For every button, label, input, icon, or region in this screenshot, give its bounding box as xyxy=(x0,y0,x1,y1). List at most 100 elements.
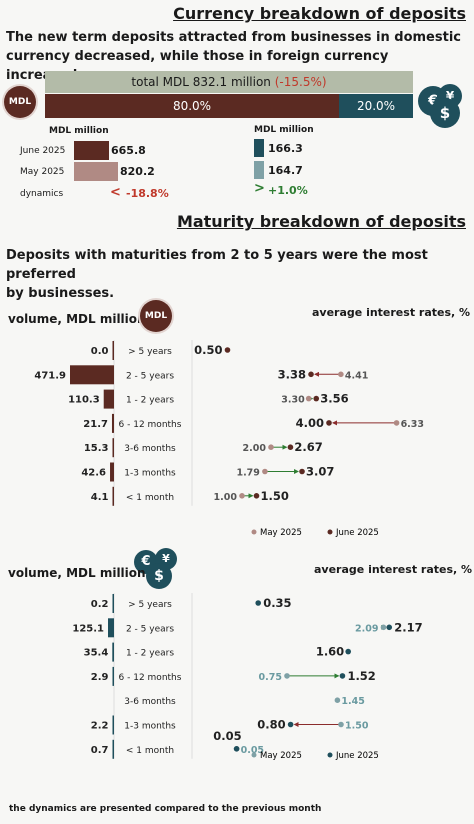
category-label: 1-3 months xyxy=(124,722,176,732)
june-label: 2.67 xyxy=(294,440,322,454)
may-point xyxy=(262,468,268,475)
volume-label: 4.1 xyxy=(91,492,109,503)
june-label: 3.07 xyxy=(306,465,334,479)
volume-label: 15.3 xyxy=(84,443,109,454)
dollar-coin-icon: $ xyxy=(146,563,172,589)
june-point xyxy=(287,721,294,728)
maturity-chart-fx: > 5 years 0.2 0.35 2 - 5 years 125.1 2.09 2.17… xyxy=(72,593,423,761)
row-label-june: June 2025 xyxy=(20,146,66,156)
may-label: 1.50 xyxy=(345,721,369,732)
mdl-dynamics: -18.8% xyxy=(126,187,169,200)
volume-bar xyxy=(112,666,114,686)
may-label: 1.79 xyxy=(236,468,259,479)
june-point xyxy=(224,347,231,353)
may-label: 4.41 xyxy=(345,370,368,381)
volume-label: 2.2 xyxy=(91,721,109,732)
legend-may-label: May 2025 xyxy=(260,528,302,538)
june-label: 1.60 xyxy=(316,645,344,659)
dollar-coin-icon: $ xyxy=(430,98,460,128)
category-label: 2 - 5 years xyxy=(126,371,174,381)
may-point xyxy=(284,673,290,679)
june-point xyxy=(287,444,294,450)
june-label: 3.38 xyxy=(278,367,306,381)
june-label: 2.17 xyxy=(394,620,422,634)
volume-bar xyxy=(112,341,114,360)
june-label: 0.05 xyxy=(213,729,241,743)
mdl-coin-icon: MDL xyxy=(140,300,172,332)
may-point xyxy=(268,444,274,450)
legend-june-marker xyxy=(327,529,333,535)
volume-bar xyxy=(112,642,114,662)
share-bar-mdl: 80.0% xyxy=(45,94,339,118)
total-change: (-15.5%) xyxy=(274,75,327,89)
fx-value-may: 164.7 xyxy=(268,164,303,177)
volume-bar xyxy=(112,486,114,506)
mdl-value-may: 820.2 xyxy=(120,165,155,178)
june-label: 4.00 xyxy=(296,416,324,430)
june-label: 1.52 xyxy=(347,669,375,683)
fx-bar-may xyxy=(254,161,264,179)
legend-may-marker xyxy=(251,529,257,535)
june-label: 0.35 xyxy=(263,596,291,610)
may-point xyxy=(239,493,245,499)
category-label: 2 - 5 years xyxy=(126,624,174,634)
category-label: 3-6 months xyxy=(124,697,176,707)
category-label: > 5 years xyxy=(128,347,172,357)
june-point xyxy=(326,420,332,426)
legend-june-label: June 2025 xyxy=(335,751,379,761)
mdl-bar-june xyxy=(74,141,109,160)
volume-label: 35.4 xyxy=(84,648,109,659)
category-label: 1-3 months xyxy=(124,469,176,479)
may-point xyxy=(334,697,341,703)
intro-line: Deposits with maturities from 2 to 5 yea… xyxy=(6,248,428,282)
section-title-currency: Currency breakdown of deposits xyxy=(173,4,466,23)
may-point xyxy=(380,624,387,631)
june-point xyxy=(345,648,352,655)
volume-bar xyxy=(108,618,114,638)
up-arrow-icon: > xyxy=(254,181,265,196)
volume-label-fx: volume, MDL million xyxy=(8,566,146,580)
volume-bar xyxy=(103,389,114,409)
section-intro-maturity: Deposits with maturities from 2 to 5 yea… xyxy=(6,246,468,303)
total-amount: total MDL 832.1 million xyxy=(131,75,271,89)
volume-bar xyxy=(112,715,114,735)
legend-june-marker xyxy=(327,752,333,758)
volume-label-mdl: volume, MDL million xyxy=(8,312,146,326)
volume-bar xyxy=(70,365,114,385)
volume-bar xyxy=(112,594,114,613)
intro-line: by businesses. xyxy=(6,286,115,301)
may-label: 2.09 xyxy=(355,623,378,634)
volume-label: 471.9 xyxy=(34,370,66,381)
legend-may-marker xyxy=(251,752,257,758)
may-label: 0.05 xyxy=(241,745,264,756)
share-bar-fx: 20.0% xyxy=(339,94,413,118)
intro-line: The new term deposits attracted from bus… xyxy=(6,30,461,45)
may-label: 0.75 xyxy=(259,672,282,683)
june-label: 0.80 xyxy=(257,718,285,732)
total-label: total MDL 832.1 million (-15.5%) xyxy=(45,71,413,93)
june-point xyxy=(255,600,261,606)
volume-bar xyxy=(111,413,114,433)
category-label: < 1 month xyxy=(126,493,174,503)
maturity-chart-mdl: > 5 years 0.0 0.50 2 - 5 years 471.9 4.41 3.38… xyxy=(34,340,424,538)
june-point xyxy=(233,746,240,752)
category-label: 6 - 12 months xyxy=(119,420,182,430)
may-point xyxy=(393,420,400,426)
volume-label: 2.9 xyxy=(91,672,109,683)
june-point xyxy=(253,493,260,499)
category-label: 1 - 2 years xyxy=(126,649,174,659)
legend-may-label: May 2025 xyxy=(260,751,302,761)
june-point xyxy=(386,624,393,631)
mdl-coin-icon: MDL xyxy=(4,86,36,118)
may-label: 6.33 xyxy=(401,419,424,430)
volume-label: 0.0 xyxy=(91,346,109,357)
june-label: 3.56 xyxy=(320,392,348,406)
category-label: < 1 month xyxy=(126,746,174,756)
category-label: 6 - 12 months xyxy=(119,673,182,683)
fx-dynamics: +1.0% xyxy=(268,184,308,197)
volume-bar xyxy=(112,739,114,759)
may-point xyxy=(305,395,312,402)
volume-label: 125.1 xyxy=(72,623,104,634)
row-label-may: May 2025 xyxy=(20,167,65,177)
legend-june-label: June 2025 xyxy=(335,528,379,538)
